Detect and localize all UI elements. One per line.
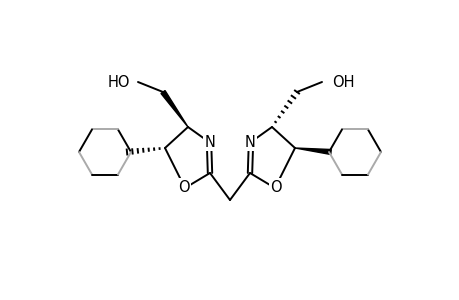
Polygon shape (294, 148, 330, 154)
Text: O: O (178, 179, 190, 194)
Text: O: O (269, 179, 281, 194)
Text: N: N (204, 134, 215, 149)
Polygon shape (161, 91, 188, 127)
Text: HO: HO (107, 74, 130, 89)
Text: N: N (244, 134, 255, 149)
Text: OH: OH (331, 74, 354, 89)
